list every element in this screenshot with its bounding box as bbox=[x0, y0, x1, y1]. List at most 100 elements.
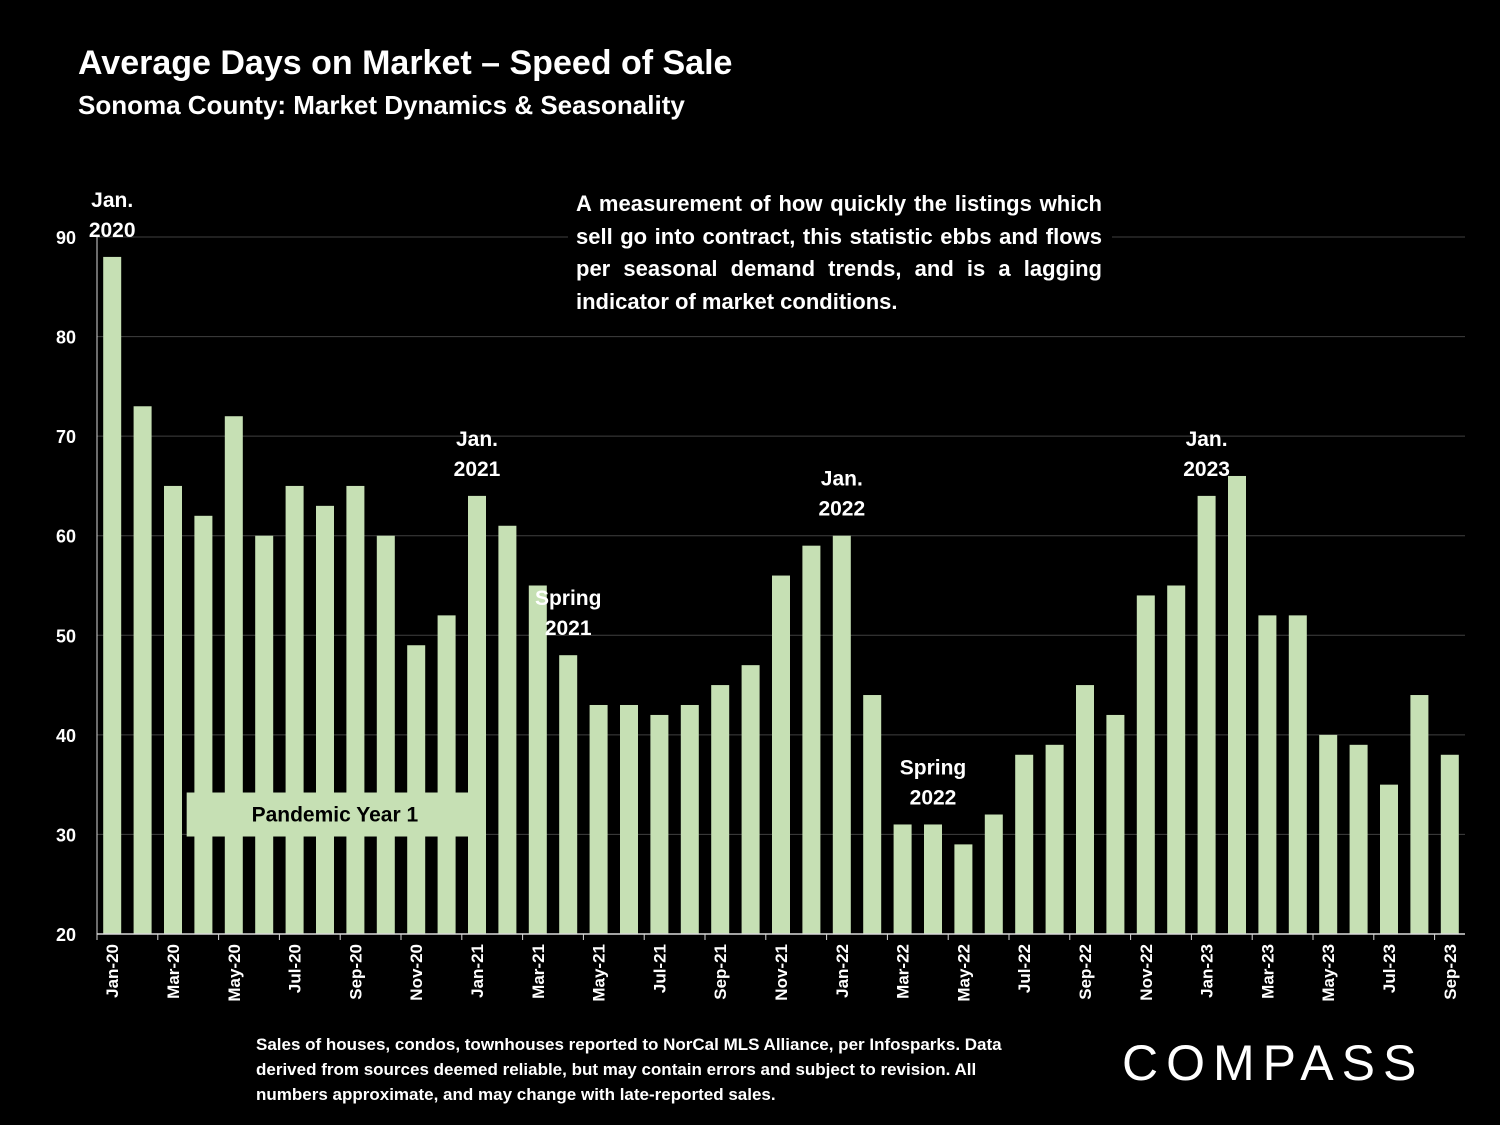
bar bbox=[559, 655, 578, 934]
footnote-line: Sales of houses, condos, townhouses repo… bbox=[256, 1035, 1002, 1054]
bar-annotation: Jan. 2020 bbox=[89, 189, 136, 242]
y-tick-label: 60 bbox=[56, 527, 76, 547]
y-tick-label: 40 bbox=[56, 726, 76, 746]
bar bbox=[498, 525, 517, 934]
bar bbox=[589, 704, 608, 934]
bar bbox=[1228, 475, 1246, 934]
bar bbox=[1136, 595, 1155, 934]
bar-annotation-line: Jan. bbox=[1186, 428, 1228, 451]
bar-annotation: Spring 2022 bbox=[900, 756, 967, 809]
bar-annotation-line: Spring bbox=[900, 756, 967, 779]
bar-annotation: Jan. 2021 bbox=[454, 428, 501, 481]
bar bbox=[650, 714, 669, 934]
bar-annotation-line: 2021 bbox=[545, 617, 592, 640]
y-tick-label: 50 bbox=[56, 626, 76, 646]
x-tick-label: May-20 bbox=[225, 944, 244, 1002]
bar bbox=[437, 615, 456, 934]
bar-annotation-line: Spring bbox=[535, 587, 602, 610]
y-tick-label: 80 bbox=[56, 328, 76, 348]
bar bbox=[1410, 695, 1429, 934]
chart-subtitle: Sonoma County: Market Dynamics & Seasona… bbox=[78, 90, 685, 120]
bar bbox=[620, 704, 638, 934]
bar-annotation: Jan. 2023 bbox=[1183, 428, 1230, 481]
bar bbox=[1197, 495, 1216, 934]
bar-annotation-line: 2023 bbox=[1183, 458, 1230, 481]
bar bbox=[680, 704, 699, 934]
bar bbox=[1380, 784, 1398, 934]
y-tick-label: 90 bbox=[56, 228, 76, 248]
x-tick-label: Nov-22 bbox=[1137, 944, 1156, 1001]
compass-logo: COMPASS bbox=[1122, 1035, 1425, 1091]
x-tick-label: Nov-20 bbox=[407, 944, 426, 1001]
bar-annotation-line: 2022 bbox=[910, 786, 957, 809]
chart-description: A measurement of how quickly the listing… bbox=[568, 188, 1112, 318]
x-tick-label: Jan-20 bbox=[103, 944, 122, 998]
bar bbox=[194, 515, 213, 934]
bar bbox=[711, 685, 730, 934]
bar bbox=[893, 824, 912, 934]
bar bbox=[1258, 615, 1277, 934]
x-tick-label: Sep-20 bbox=[346, 944, 365, 1000]
bar bbox=[164, 485, 182, 934]
bar bbox=[741, 665, 760, 934]
bar-annotation-line: 2021 bbox=[454, 458, 501, 481]
x-tick-label: Mar-22 bbox=[894, 944, 913, 999]
bar bbox=[1106, 714, 1125, 934]
x-tick-label: May-22 bbox=[954, 944, 973, 1002]
bar-annotation-line: Jan. bbox=[91, 189, 133, 212]
range-label-text: Pandemic Year 1 bbox=[252, 804, 419, 827]
x-tick-label: Mar-21 bbox=[529, 944, 548, 999]
bar bbox=[1076, 685, 1094, 934]
bar bbox=[1288, 615, 1307, 934]
bar bbox=[346, 485, 365, 934]
bar bbox=[468, 495, 486, 934]
bar bbox=[924, 824, 942, 934]
bar bbox=[1319, 734, 1338, 934]
bar-annotation-line: Jan. bbox=[456, 428, 498, 451]
bar bbox=[863, 695, 882, 934]
y-tick-label: 20 bbox=[56, 925, 76, 945]
bar bbox=[224, 416, 243, 934]
x-tick-label: Jul-21 bbox=[650, 944, 669, 993]
bar bbox=[1015, 754, 1034, 934]
footnote-line: derived from sources deemed reliable, bu… bbox=[256, 1060, 977, 1079]
footnote-line: numbers approximate, and may change with… bbox=[256, 1085, 776, 1104]
range-label-box bbox=[186, 792, 484, 837]
x-tick-label: Jul-20 bbox=[286, 944, 305, 993]
x-tick-label: Nov-21 bbox=[772, 944, 791, 1001]
x-tick-label: Jan-23 bbox=[1198, 944, 1217, 998]
x-tick-label: Sep-21 bbox=[711, 944, 730, 1000]
y-tick-label: 30 bbox=[56, 825, 76, 845]
x-tick-label: Jan-22 bbox=[833, 944, 852, 998]
bar bbox=[285, 485, 304, 934]
bar bbox=[316, 505, 334, 934]
bar-annotation: Jan. 2022 bbox=[818, 468, 865, 521]
y-tick-label: 70 bbox=[56, 427, 76, 447]
bar bbox=[954, 844, 973, 934]
bar bbox=[103, 256, 122, 934]
bar bbox=[376, 535, 395, 934]
source-footnote: Sales of houses, condos, townhouses repo… bbox=[256, 1032, 1056, 1107]
bar bbox=[528, 585, 547, 934]
x-tick-label: Jan-21 bbox=[468, 944, 487, 998]
bar-annotation: Spring 2021 bbox=[535, 587, 602, 640]
bar bbox=[407, 645, 426, 934]
x-tick-label: Jul-23 bbox=[1380, 944, 1399, 993]
x-tick-label: Jul-22 bbox=[1015, 944, 1034, 993]
x-tick-label: Mar-23 bbox=[1258, 944, 1277, 999]
chart-title: Average Days on Market – Speed of Sale bbox=[78, 44, 733, 82]
x-tick-label: Mar-20 bbox=[164, 944, 183, 999]
x-tick-label: Sep-23 bbox=[1441, 944, 1460, 1000]
bar-annotation-line: Jan. bbox=[821, 468, 863, 491]
bar bbox=[1349, 744, 1368, 934]
bar bbox=[984, 814, 1003, 934]
bar bbox=[832, 535, 851, 934]
bar bbox=[133, 406, 152, 934]
bar bbox=[802, 545, 821, 934]
bar bbox=[255, 535, 274, 934]
bar bbox=[1440, 754, 1459, 934]
bar bbox=[772, 575, 790, 934]
bar-annotation-line: 2022 bbox=[818, 498, 865, 521]
x-tick-label: May-23 bbox=[1319, 944, 1338, 1002]
